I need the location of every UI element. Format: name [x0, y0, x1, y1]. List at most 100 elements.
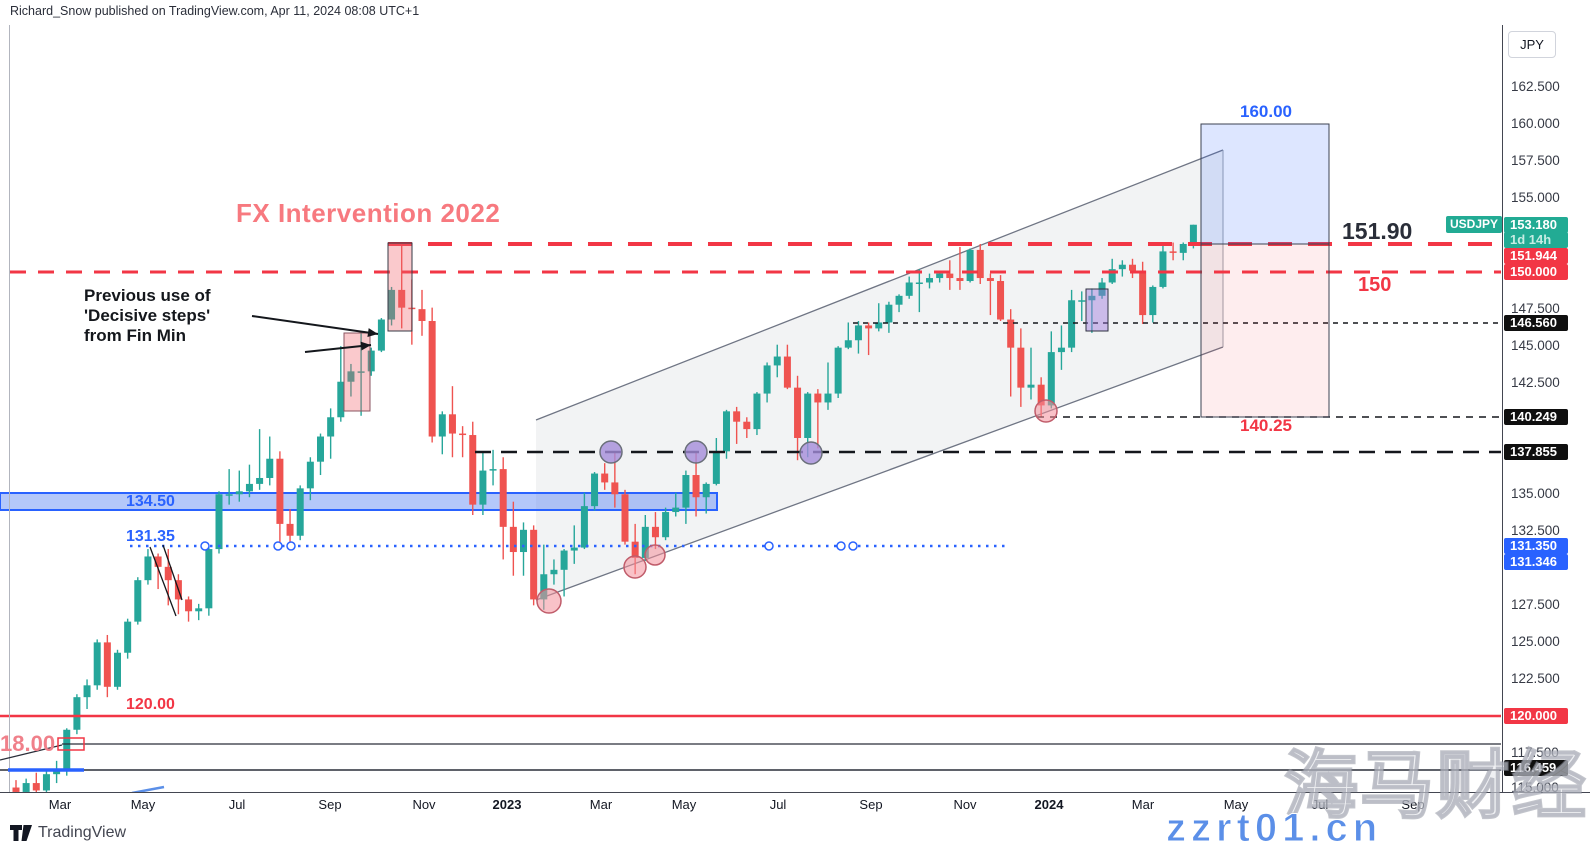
- candle-body: [276, 458, 284, 524]
- projection-upper[interactable]: [1200, 123, 1330, 245]
- candle-body: [560, 550, 568, 570]
- candle-body: [804, 393, 812, 438]
- time-tick: Mar: [1131, 797, 1155, 812]
- candle-body: [763, 365, 771, 394]
- candle-body: [997, 281, 1005, 320]
- arrow-head: [367, 328, 378, 338]
- candle-body: [245, 483, 253, 492]
- time-tick: Sep: [859, 797, 883, 812]
- price-label-badge: 120.000: [1504, 708, 1568, 724]
- purple-circle[interactable]: [599, 440, 623, 464]
- purple-circle[interactable]: [799, 441, 823, 465]
- pink-circle[interactable]: [623, 555, 647, 579]
- candle-body: [1149, 286, 1157, 316]
- price-tick: 125.000: [1511, 634, 1560, 649]
- candle-body: [723, 411, 730, 452]
- candle-body: [651, 526, 659, 538]
- candle-body: [966, 249, 974, 282]
- currency-selector[interactable]: JPY: [1508, 31, 1556, 58]
- candle-body: [428, 320, 436, 437]
- candle-body: [509, 526, 517, 553]
- time-axis[interactable]: Mar May Jul Sep Nov 2023 Mar May Jul Sep Nov 2024 Ma…: [0, 792, 1590, 815]
- annotation-arrow[interactable]: [304, 344, 372, 353]
- purple-circle[interactable]: [684, 440, 708, 464]
- candle-body: [459, 433, 467, 436]
- fx-intervention-highlight[interactable]: [387, 242, 413, 332]
- candle-body: [926, 278, 933, 283]
- time-tick: May: [671, 797, 697, 812]
- candle-body: [976, 249, 984, 279]
- price-label-badge: 1d 14h: [1504, 232, 1568, 248]
- candle-body: [418, 309, 426, 321]
- candle-body: [1088, 295, 1096, 301]
- time-tick: 2023: [492, 797, 522, 812]
- annotation-arrow[interactable]: [251, 315, 379, 335]
- level-label-120: 120.00: [126, 696, 175, 713]
- candle-body: [631, 541, 639, 558]
- candle-body: [621, 494, 629, 542]
- price-label-badge: 150.000: [1504, 264, 1568, 280]
- candle-body: [611, 482, 619, 495]
- support-band-134-50[interactable]: [0, 492, 718, 511]
- candle-body: [895, 295, 903, 305]
- anchor-dot[interactable]: [764, 541, 774, 551]
- candle-body: [103, 642, 111, 687]
- candle-body: [1037, 384, 1045, 406]
- candle-body: [520, 529, 527, 553]
- price-label-badge: 131.350: [1504, 538, 1568, 554]
- candle-body: [1017, 347, 1025, 388]
- candle-body: [743, 421, 751, 430]
- bottom-trendline[interactable]: [0, 744, 63, 761]
- candle-body: [448, 414, 456, 434]
- price-tick: 145.000: [1511, 338, 1560, 353]
- anchor-dot[interactable]: [273, 541, 283, 551]
- candle-body: [794, 387, 802, 438]
- price-axis[interactable]: 162.500 160.000 157.500 155.000 147.500 145.0…: [1502, 25, 1590, 795]
- candle-body: [499, 469, 507, 527]
- price-chart-canvas[interactable]: [0, 0, 1501, 792]
- purple-highlight[interactable]: [1085, 288, 1109, 332]
- wedge-1[interactable]: [149, 546, 177, 617]
- candle-body: [367, 350, 375, 372]
- price-label-badge: 137.855: [1504, 444, 1568, 460]
- pink-circle[interactable]: [536, 588, 562, 614]
- tradingview-logo[interactable]: TradingView: [10, 824, 126, 842]
- arrow-head: [360, 341, 371, 351]
- candle-body: [144, 556, 152, 581]
- candle-body: [154, 556, 162, 567]
- time-tick: Jul: [769, 797, 787, 812]
- pink-circle[interactable]: [644, 544, 666, 566]
- level-label-134-50: 134.50: [126, 493, 175, 510]
- fx-intervention-label: FX Intervention 2022: [236, 198, 501, 228]
- candle-body: [1169, 251, 1177, 253]
- pink-circle[interactable]: [1034, 399, 1058, 423]
- candle-body: [1189, 224, 1197, 244]
- anchor-dot[interactable]: [286, 541, 296, 551]
- candle-body: [570, 547, 578, 551]
- candle-body: [986, 278, 994, 282]
- price-tick: 162.500: [1511, 79, 1560, 94]
- time-tick: 2024: [1034, 797, 1064, 812]
- price-tick: 115.000: [1511, 780, 1559, 795]
- candle-body: [1129, 264, 1136, 271]
- candle-body: [164, 566, 172, 581]
- price-label-badge: 153.180: [1504, 217, 1568, 233]
- candle-body: [702, 483, 710, 498]
- candle-body: [641, 526, 649, 558]
- candle-body: [215, 494, 223, 550]
- time-tick: May: [130, 797, 156, 812]
- candle-body: [22, 783, 30, 792]
- wedge-2[interactable]: [162, 544, 183, 601]
- candle-body: [1078, 300, 1086, 302]
- price-tick: 135.000: [1511, 486, 1560, 501]
- blue-diagonal-segment[interactable]: [131, 785, 165, 792]
- red-outline-box[interactable]: [57, 737, 85, 751]
- anchor-dot[interactable]: [836, 541, 846, 551]
- anchor-dot[interactable]: [200, 541, 210, 551]
- projection-lower[interactable]: [1200, 243, 1330, 418]
- candle-body: [32, 783, 40, 791]
- anchor-dot[interactable]: [848, 541, 858, 551]
- candle-body: [306, 461, 314, 489]
- candle-body: [347, 371, 355, 382]
- ascending-channel[interactable]: [536, 150, 1223, 600]
